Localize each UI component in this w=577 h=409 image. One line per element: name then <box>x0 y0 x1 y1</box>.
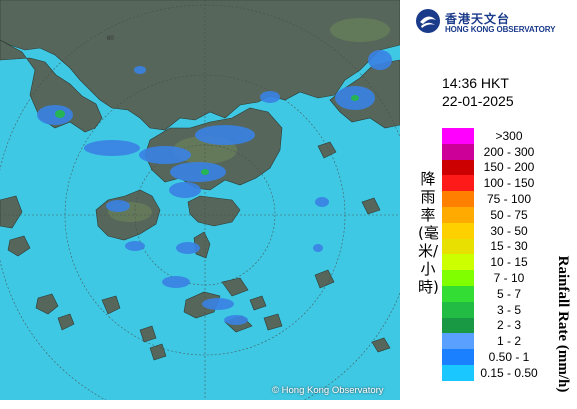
legend-range-label: 50 - 75 <box>490 207 528 222</box>
legend-row: >300 <box>442 128 544 144</box>
legend-swatch <box>442 333 474 350</box>
legend-swatch <box>442 128 474 144</box>
legend-range-label: 3 - 5 <box>496 302 521 317</box>
legend-range-label: 150 - 200 <box>483 160 535 175</box>
legend-axis-label-cn: 降雨率(毫米/小時) <box>418 170 439 296</box>
legend-swatch <box>442 159 474 176</box>
legend-range-label: 0.15 - 0.50 <box>480 365 538 380</box>
legend-row: 200 - 300 <box>442 143 544 160</box>
legend-swatch <box>442 349 474 365</box>
legend-axis-label-en: Rainfall Rate (mm/h) <box>555 255 571 393</box>
legend-row: 0.15 - 0.50 <box>442 364 544 381</box>
legend-range-label: >300 <box>495 128 523 143</box>
legend-row: 7 - 10 <box>442 270 544 286</box>
legend-swatch <box>442 285 474 302</box>
legend-row: 150 - 200 <box>442 159 544 176</box>
legend-range-label: 5 - 7 <box>496 286 521 301</box>
observation-date: 22-01-2025 <box>442 93 514 109</box>
legend-row: 30 - 50 <box>442 222 544 239</box>
rainfall-legend: >300 200 - 300 150 - 200 100 - 150 75 - 100 5… <box>442 128 544 381</box>
hko-emblem-icon <box>416 9 440 33</box>
legend-row: 1 - 2 <box>442 333 544 350</box>
legend-swatch <box>442 222 474 239</box>
legend-row: 15 - 30 <box>442 238 544 255</box>
legend-swatch <box>442 175 474 192</box>
legend-row: 0.50 - 1 <box>442 349 544 365</box>
legend-row: 100 - 150 <box>442 175 544 192</box>
legend-swatch <box>442 301 474 318</box>
legend-range-label: 100 - 150 <box>483 176 535 191</box>
legend-swatch <box>442 143 474 160</box>
range-ring-label: 60 <box>107 36 114 42</box>
org-name-en: HONG KONG OBSERVATORY <box>445 25 556 34</box>
radar-map[interactable]: 60 © Hong Kong Observat <box>0 0 400 400</box>
radar-map-canvas: 60 <box>0 0 400 400</box>
legend-row: 2 - 3 <box>442 317 544 334</box>
range-rings <box>0 0 400 400</box>
legend-range-label: 10 - 15 <box>490 255 528 270</box>
legend-range-label: 7 - 10 <box>493 271 525 286</box>
legend-row: 5 - 7 <box>442 285 544 302</box>
legend-swatch <box>442 254 474 271</box>
rain-echoes-moderate <box>55 95 359 175</box>
legend-row: 3 - 5 <box>442 301 544 318</box>
legend-swatch <box>442 206 474 223</box>
legend-range-label: 2 - 3 <box>496 318 521 333</box>
legend-range-label: 200 - 300 <box>483 144 535 159</box>
legend-row: 50 - 75 <box>442 206 544 223</box>
legend-swatch <box>442 238 474 255</box>
legend-panel: 香港天文台 HONG KONG OBSERVATORY 14:36 HKT 22… <box>400 0 577 400</box>
legend-range-label: 30 - 50 <box>490 223 528 238</box>
copyright-notice: © Hong Kong Observatory <box>272 385 384 396</box>
legend-row: 10 - 15 <box>442 254 544 271</box>
hko-logo[interactable]: 香港天文台 HONG KONG OBSERVATORY <box>415 8 575 38</box>
legend-swatch <box>442 270 474 286</box>
org-name-cn: 香港天文台 <box>445 12 511 26</box>
legend-range-label: 15 - 30 <box>490 239 528 254</box>
legend-swatch <box>442 364 474 381</box>
legend-swatch <box>442 317 474 334</box>
legend-range-label: 1 - 2 <box>496 334 521 349</box>
observation-time: 14:36 HKT <box>442 75 509 91</box>
legend-range-label: 75 - 100 <box>486 192 532 207</box>
rain-echoes <box>37 50 392 325</box>
legend-swatch <box>442 191 474 207</box>
legend-row: 75 - 100 <box>442 191 544 207</box>
legend-range-label: 0.50 - 1 <box>488 350 530 365</box>
